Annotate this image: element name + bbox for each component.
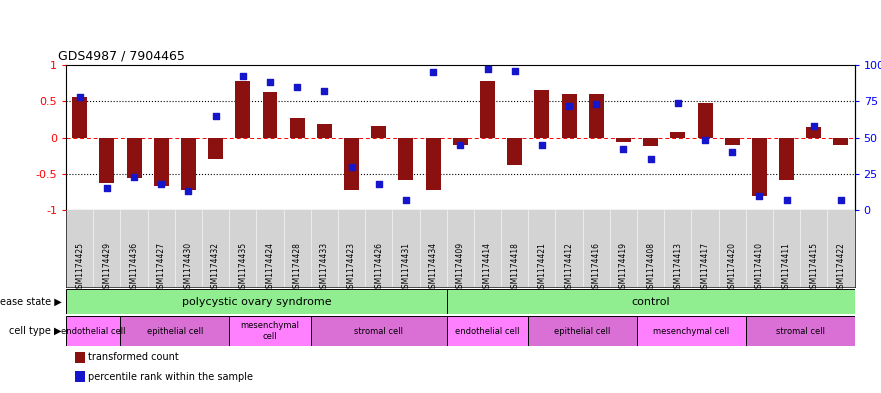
Bar [66,289,447,314]
Point [100,185,114,191]
Bar [229,316,311,346]
Bar [263,92,278,138]
Bar [698,103,713,138]
Point [209,112,223,119]
Point [127,174,141,180]
Text: endothelial cell: endothelial cell [61,327,125,336]
Bar [535,90,550,138]
Bar [344,138,359,190]
Point [698,137,712,143]
Point [426,69,440,75]
Bar [181,138,196,190]
Bar [447,316,529,346]
Point [780,197,794,203]
Bar [398,138,413,180]
Point [644,156,658,163]
Point [453,141,467,148]
Bar [72,97,87,138]
Point [317,88,331,94]
Bar [453,138,468,145]
Point [236,73,250,80]
Text: stromal cell: stromal cell [354,327,403,336]
Point [290,84,304,90]
Text: epithelial cell: epithelial cell [146,327,203,336]
Bar [643,138,658,146]
Point [480,66,494,72]
Point [562,103,576,109]
Bar [616,138,631,142]
Bar [121,316,229,346]
Bar [507,138,522,165]
Bar [235,81,250,138]
Bar [561,94,576,138]
Bar [529,316,637,346]
Bar [426,138,440,190]
Point [589,101,603,107]
Bar [480,81,495,138]
Bar [725,138,740,145]
Bar [779,138,794,180]
Point [263,79,277,85]
Bar [833,138,848,145]
Bar [154,138,169,185]
Bar [806,127,821,138]
Text: GDS4987 / 7904465: GDS4987 / 7904465 [58,49,185,62]
Bar [447,289,855,314]
Point [154,181,168,187]
Bar [66,316,121,346]
Bar [100,138,115,184]
Text: transformed count: transformed count [88,352,179,362]
Point [72,94,86,100]
Text: control: control [632,297,670,307]
Point [834,197,848,203]
Point [535,141,549,148]
Text: mesenchymal
cell: mesenchymal cell [241,321,300,341]
Text: cell type ▶: cell type ▶ [9,326,62,336]
Bar [311,316,447,346]
Point [372,181,386,187]
Point [670,99,685,106]
Bar [317,125,332,138]
Bar [637,316,746,346]
Text: endothelial cell: endothelial cell [455,327,520,336]
Text: mesenchymal cell: mesenchymal cell [654,327,729,336]
Bar [589,94,603,138]
Bar [290,118,305,138]
Point [181,188,196,195]
Text: stromal cell: stromal cell [775,327,825,336]
Point [344,163,359,170]
Text: epithelial cell: epithelial cell [554,327,611,336]
Bar [751,138,766,196]
Text: disease state ▶: disease state ▶ [0,297,62,307]
Bar [371,126,386,138]
Point [807,123,821,129]
Point [507,68,522,74]
Text: polycystic ovary syndrome: polycystic ovary syndrome [181,297,331,307]
Bar [670,132,685,138]
Point [617,146,631,152]
Bar [746,316,855,346]
Text: percentile rank within the sample: percentile rank within the sample [88,372,253,382]
Bar [208,138,223,160]
Point [752,193,766,199]
Point [399,197,413,203]
Bar [127,138,142,178]
Point [725,149,739,155]
